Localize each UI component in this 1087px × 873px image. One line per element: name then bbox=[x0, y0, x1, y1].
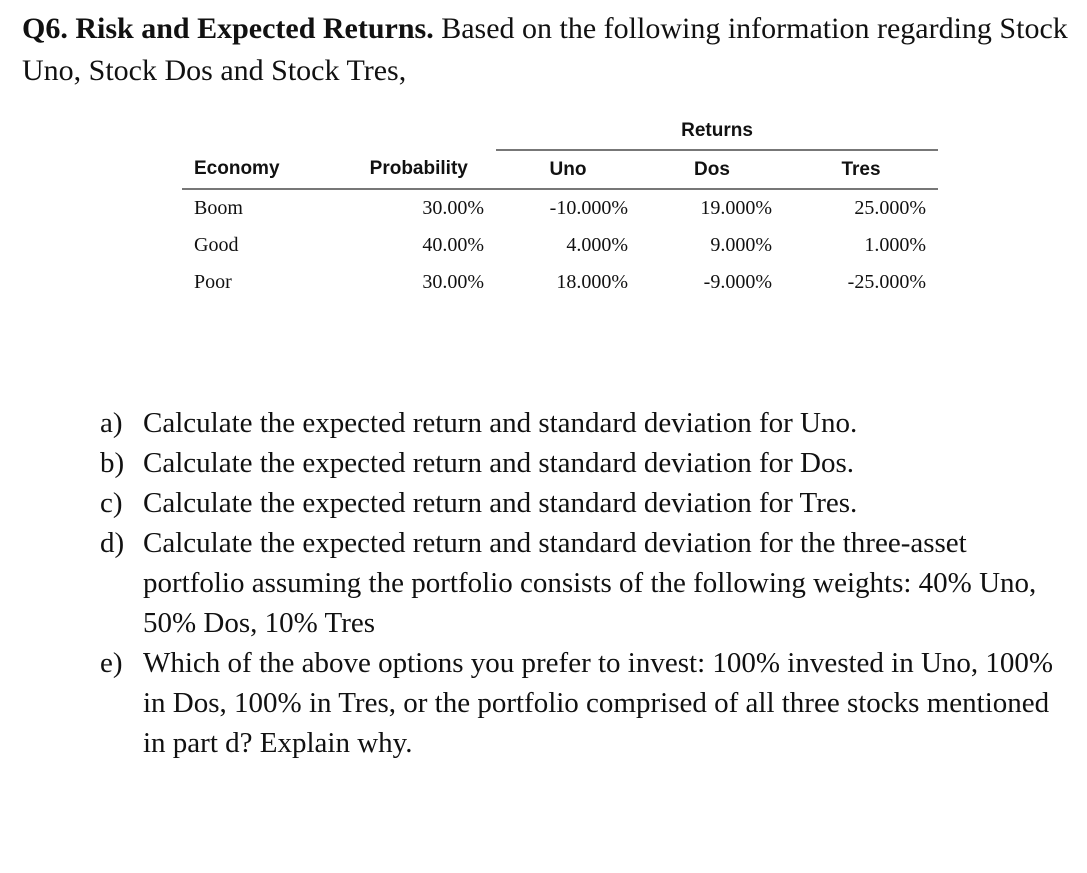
cell: 40.00% bbox=[422, 234, 484, 256]
part-d: d) Calculate the expected return and stan… bbox=[100, 523, 1060, 643]
cell: Boom bbox=[194, 197, 243, 219]
table-row: Boom 30.00% -10.000% 19.000% 25.000% bbox=[182, 189, 938, 227]
part-b: b) Calculate the expected return and stan… bbox=[100, 443, 1060, 483]
part-text: Calculate the expected return and standa… bbox=[143, 487, 858, 519]
header-uno: Uno bbox=[496, 150, 640, 190]
question-intro: Based on the following information regar… bbox=[22, 12, 1068, 87]
header-probability: Probability bbox=[341, 150, 496, 190]
cell: 30.00% bbox=[422, 197, 484, 219]
cell: 30.00% bbox=[422, 271, 484, 293]
cell: 18.000% bbox=[556, 271, 628, 293]
cell: 9.000% bbox=[710, 234, 772, 256]
cell: 25.000% bbox=[854, 197, 926, 219]
table-row: Good 40.00% 4.000% 9.000% 1.000% bbox=[182, 227, 938, 264]
question-heading: Q6. Risk and Expected Returns. Based on … bbox=[22, 8, 1072, 92]
part-text: Calculate the expected return and standa… bbox=[143, 447, 855, 479]
cell: -9.000% bbox=[703, 271, 772, 293]
returns-table: Returns Economy Probability Uno Dos Tres… bbox=[182, 112, 938, 301]
part-a: a) Calculate the expected return and stan… bbox=[100, 403, 1060, 443]
part-label: a) bbox=[100, 407, 123, 439]
cell: 4.000% bbox=[566, 234, 628, 256]
part-label: c) bbox=[100, 487, 123, 519]
part-text: Calculate the expected return and standa… bbox=[143, 407, 858, 439]
part-label: e) bbox=[100, 647, 123, 679]
cell: Good bbox=[194, 234, 239, 256]
part-text: Calculate the expected return and standa… bbox=[143, 527, 1037, 639]
cell: -10.000% bbox=[549, 197, 628, 219]
part-label: b) bbox=[100, 447, 125, 479]
parts-list: a) Calculate the expected return and stan… bbox=[100, 403, 1060, 763]
returns-group-header: Returns bbox=[496, 112, 938, 151]
cell: -25.000% bbox=[847, 271, 926, 293]
header-economy: Economy bbox=[182, 150, 342, 190]
table-row: Poor 30.00% 18.000% -9.000% -25.000% bbox=[182, 264, 938, 301]
header-dos: Dos bbox=[640, 150, 784, 190]
cell: Poor bbox=[194, 271, 232, 293]
part-text: Which of the above options you prefer to… bbox=[143, 647, 1054, 759]
part-e: e) Which of the above options you prefer … bbox=[100, 643, 1060, 763]
header-tres: Tres bbox=[784, 150, 938, 190]
part-c: c) Calculate the expected return and stan… bbox=[100, 483, 1060, 523]
cell: 1.000% bbox=[864, 234, 926, 256]
cell: 19.000% bbox=[700, 197, 772, 219]
question-title: Q6. Risk and Expected Returns. bbox=[22, 12, 434, 45]
part-label: d) bbox=[100, 527, 125, 559]
